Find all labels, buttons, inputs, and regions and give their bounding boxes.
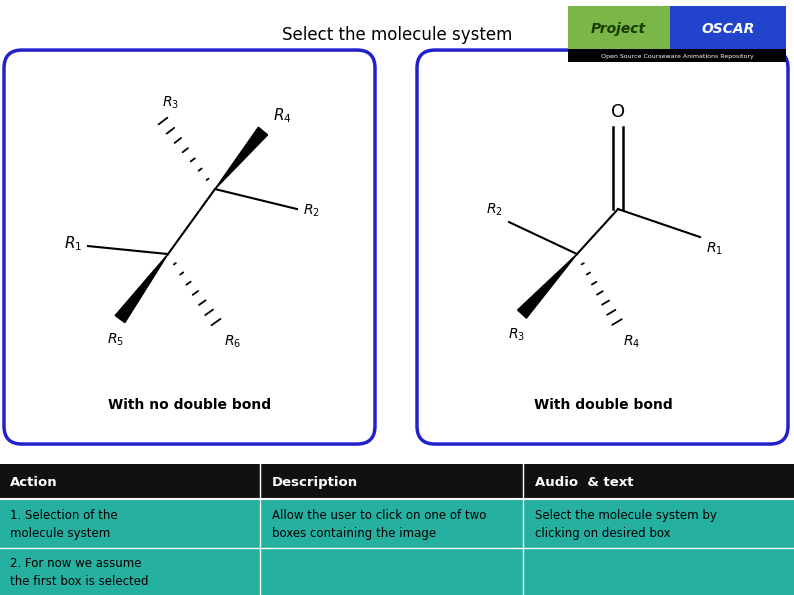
Polygon shape [215, 127, 268, 189]
Text: $R_1$: $R_1$ [706, 241, 723, 258]
Bar [568, 6, 670, 50]
Bar [568, 49, 786, 62]
Text: Select the molecule system by
clicking on desired box: Select the molecule system by clicking o… [535, 509, 717, 540]
Text: 2. For now we assume
the first box is selected: 2. For now we assume the first box is se… [10, 556, 148, 587]
Polygon shape [518, 254, 577, 318]
Text: $R_5$: $R_5$ [107, 332, 125, 349]
Text: With double bond: With double bond [534, 398, 673, 412]
Text: $R_3$: $R_3$ [508, 327, 526, 343]
Polygon shape [115, 254, 168, 322]
Bar [0, 464, 794, 499]
Text: Open Source Courseware Animations Repository: Open Source Courseware Animations Reposi… [600, 54, 754, 59]
FancyBboxPatch shape [417, 50, 788, 444]
Text: Allow the user to click on one of two
boxes containing the image: Allow the user to click on one of two bo… [272, 509, 487, 540]
Text: Project: Project [592, 21, 646, 36]
Text: $R_4$: $R_4$ [623, 334, 640, 350]
Text: O: O [611, 103, 625, 121]
Text: $R_2$: $R_2$ [486, 202, 503, 218]
Text: $R_1$: $R_1$ [64, 234, 82, 253]
Text: $R_2$: $R_2$ [303, 203, 320, 219]
Bar [670, 6, 786, 50]
Text: $R_3$: $R_3$ [163, 95, 179, 111]
Text: Description: Description [272, 475, 358, 488]
Text: $R_4$: $R_4$ [273, 107, 291, 125]
Text: $R_6$: $R_6$ [224, 334, 241, 350]
Bar [0, 548, 794, 595]
Bar [0, 499, 794, 548]
Text: Select the molecule system: Select the molecule system [282, 26, 512, 44]
FancyBboxPatch shape [4, 50, 375, 444]
Text: Action: Action [10, 475, 58, 488]
Text: With no double bond: With no double bond [109, 398, 272, 412]
Text: 1. Selection of the
molecule system: 1. Selection of the molecule system [10, 509, 118, 540]
Text: OSCAR: OSCAR [701, 21, 754, 36]
Text: Audio  & text: Audio & text [535, 475, 634, 488]
